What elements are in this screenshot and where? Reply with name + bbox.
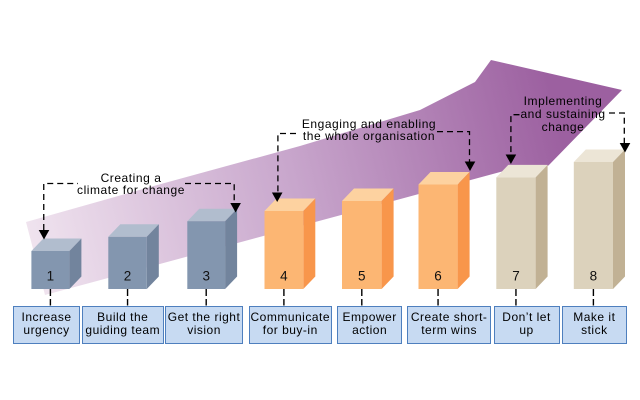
svg-text:3: 3 (202, 269, 210, 284)
svg-text:7: 7 (512, 269, 520, 284)
svg-text:1: 1 (47, 269, 55, 284)
svg-text:5: 5 (358, 269, 366, 284)
svg-text:4: 4 (280, 269, 288, 284)
svg-text:6: 6 (434, 269, 442, 284)
svg-text:2: 2 (124, 269, 132, 284)
svg-text:8: 8 (590, 269, 598, 284)
